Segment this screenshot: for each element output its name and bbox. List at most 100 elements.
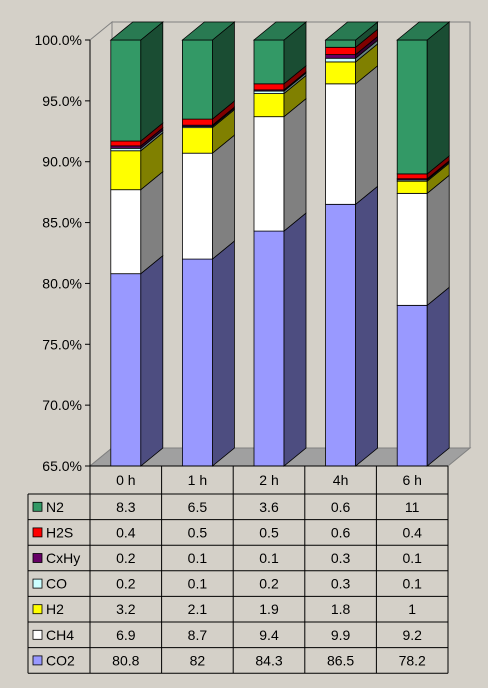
table-cell: 0.5 [188,524,208,540]
table-cell: 1.8 [331,601,351,617]
legend-swatch-h2s [32,527,43,538]
legend-swatch-ch4 [32,629,43,640]
side-wall [89,20,113,468]
bar-segment-n2-4h [325,39,357,48]
bar-segment-ch4-2h [253,116,285,232]
legend-label-ch4: CH4 [46,627,74,643]
bar-segment-h2s-0h [110,140,142,147]
bar-segment-ch4-1h [181,152,213,260]
bar-stack-4h [324,21,379,467]
table-cell: 0.4 [116,524,136,540]
y-tick-label: 100.0% [35,32,82,48]
bar-segment-h2-6h [396,180,428,194]
bar-segment-ch4-6h [396,192,428,306]
table-cell: 0.3 [331,576,351,592]
legend-label-n2: N2 [46,499,64,515]
bar-segment-n2-0h-top [109,21,164,41]
bar-segment-ch4-2h-side [283,97,307,232]
bar-segment-n2-6h-side [426,21,450,175]
bar-segment-h2s-6h [396,173,428,180]
x-category-label: 6 h [402,472,421,488]
bar-segment-n2-4h-top [324,21,379,41]
table-cell: 0.1 [402,550,422,566]
bar-segment-co2-4h [325,203,357,467]
legend-label-h2: H2 [46,601,64,617]
table-cell: 80.8 [112,652,139,668]
data-table: 0 h 1 h 2 h 4h 6 h N2 8.3 6.5 3.6 0.6 11 H2S 0.4 0.5 0… [27,465,449,674]
x-category-label: 4h [333,472,349,488]
bar-segment-h2s-4h [325,46,357,56]
table-cell: 8.7 [188,627,208,643]
table-cell: 0.1 [402,576,422,592]
y-tick-label: 85.0% [42,215,82,231]
bar-stack-1h [181,21,236,467]
y-tick-label: 80.0% [42,275,82,291]
bar-segment-co2-2h [253,230,285,467]
bar-segment-co2-0h-side [140,254,164,467]
legend-label-co2: CO2 [46,652,75,668]
bar-segment-h2-4h [325,61,357,85]
table-cell: 6.9 [116,627,136,643]
legend-swatch-h2 [32,604,43,615]
legend-swatch-n2 [32,501,43,512]
legend-label-co: CO [46,576,67,592]
legend-label-cxhy: CxHy [46,550,80,566]
y-tick-label: 70.0% [42,397,82,413]
bar-segment-co-4h [325,57,357,63]
table-cell: 0.6 [331,499,351,515]
table-cell: 0.1 [188,576,208,592]
legend-swatch-co [32,578,43,589]
bar-segment-co2-2h-side [283,212,307,467]
bar-segment-h2s-2h [253,83,285,91]
y-tick-label: 65.0% [42,458,82,474]
bar-stack-0h [109,21,164,467]
table-cell: 0.2 [259,576,279,592]
bar-segment-n2-6h-top [396,21,451,41]
table-cell: 1 [408,601,416,617]
table-cell: 3.6 [259,499,279,515]
bar-segment-ch4-4h [325,83,357,205]
table-cell: 0.6 [331,524,351,540]
bar-segment-h2-1h [181,127,213,154]
bar-segment-n2-6h [396,39,428,175]
table-cell: 0.5 [259,524,279,540]
bar-stack-6h [396,21,451,467]
x-category-label: 1 h [188,472,207,488]
bar-segment-co2-0h [110,273,142,467]
legend-label-h2s: H2S [46,524,73,540]
bar-segment-h2-0h [110,150,142,191]
table-cell: 0.1 [188,550,208,566]
table-cell: 8.3 [116,499,136,515]
bar-segment-n2-2h [253,39,285,85]
table-cell: 86.5 [327,652,354,668]
table-cell: 0.2 [116,550,136,566]
bar-segment-ch4-4h-side [355,64,379,206]
bar-segment-cxhy-4h [325,54,357,59]
y-tick-label: 75.0% [42,336,82,352]
table-cell: 9.4 [259,627,279,643]
bar-segment-n2-0h [110,39,142,142]
bar-segment-co2-4h-side [355,185,379,467]
table-cell: 1.9 [259,601,279,617]
bars [109,21,451,467]
table-cell: 6.5 [188,499,208,515]
bar-segment-n2-1h [181,39,213,120]
table-cell: 0.4 [402,524,422,540]
y-tick-label: 90.0% [42,154,82,170]
bar-segment-ch4-0h [110,189,142,275]
table-cell: 11 [405,499,420,515]
x-category-label: 2 h [259,472,278,488]
bar-segment-co2-6h-side [426,286,450,467]
bar-segment-n2-2h-top [252,21,308,41]
x-category-label: 0 h [116,472,135,488]
table-cell: 78.2 [399,652,426,668]
bar-segment-ch4-6h-side [426,174,450,307]
bar-segment-h2-2h [253,93,285,118]
bar-stack-2h [252,21,308,467]
bar-segment-n2-0h-side [140,21,164,142]
table-cell: 2.1 [188,601,208,617]
table-cell: 3.2 [116,601,136,617]
bar-segment-co2-1h-side [211,240,235,467]
bar-segment-co2-1h [181,258,213,467]
